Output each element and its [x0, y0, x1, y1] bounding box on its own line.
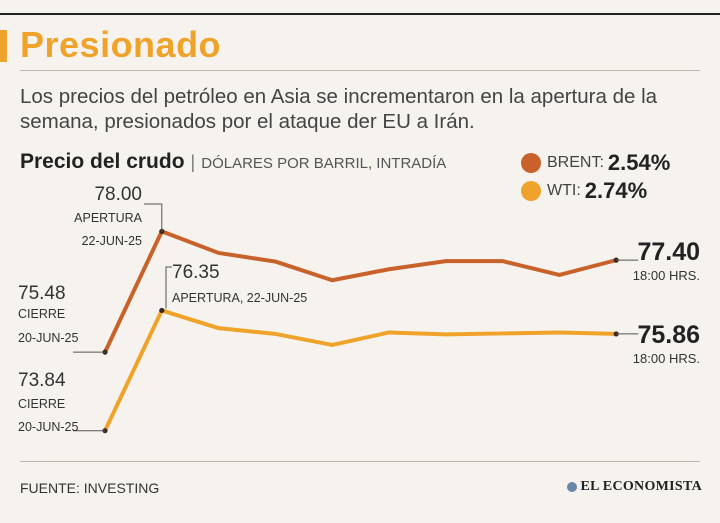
open-note-wti: APERTURA, 22-JUN-25: [172, 291, 307, 305]
footer-divider: [20, 461, 700, 462]
start-value-brent: 75.48: [18, 283, 66, 304]
title-accent-bar: [0, 30, 7, 62]
series-line-wti: [103, 308, 619, 433]
open-value-brent: 78.00: [94, 184, 142, 205]
top-border: [0, 13, 720, 15]
end-time-brent: 18:00 HRS.: [633, 268, 700, 283]
chart-title-units: DÓLARES POR BARRIL, INTRADÍA: [201, 155, 447, 172]
legend-swatch-wti: [521, 181, 541, 201]
start-note-brent: CIERRE: [18, 307, 65, 321]
brand-name: EL ECONOMISTA: [580, 479, 702, 494]
legend-item-brent: BRENT: 2.54%: [521, 149, 670, 177]
open-note-brent: APERTURA: [74, 211, 143, 225]
source-note: FUENTE: INVESTING: [20, 480, 160, 496]
legend-label-brent: BRENT:: [547, 154, 604, 171]
chart-title: Precio del crudo | DÓLARES POR BARRIL, INT…: [20, 150, 446, 174]
page-title: Presionado: [20, 24, 222, 65]
end-time-wti: 18:00 HRS.: [633, 351, 700, 366]
start-value-wti: 73.84: [18, 370, 66, 391]
legend-change-wti: 2.74%: [584, 178, 648, 203]
open-connector-wti: [165, 266, 172, 309]
legend-change-brent: 2.54%: [607, 150, 671, 175]
data-point-wti: [159, 307, 165, 314]
brand-mark-icon: [566, 482, 577, 492]
chart-legend: BRENT: 2.54% WTI: 2.74%: [521, 149, 670, 205]
start-note-wti: 20-JUN-25: [18, 420, 78, 434]
legend-item-wti: WTI: 2.74%: [521, 177, 670, 205]
legend-label-wti: WTI:: [547, 182, 581, 199]
title-divider: [20, 70, 700, 71]
start-note-wti: CIERRE: [18, 397, 65, 411]
open-value-wti: 76.35: [172, 262, 220, 283]
series-line-brent: [103, 229, 619, 355]
open-note-brent: 22-JUN-25: [82, 234, 142, 248]
end-value-brent: 77.40: [637, 238, 700, 266]
end-value-wti: 75.86: [637, 321, 700, 349]
chart-title-main: Precio del crudo: [20, 150, 185, 173]
subtitle: Los precios del petróleo en Asia se incr…: [20, 85, 658, 133]
brand-logo: EL ECONOMISTA: [566, 479, 703, 495]
chart-title-separator: |: [190, 152, 196, 172]
legend-swatch-brent: [521, 153, 541, 173]
open-connector-brent: [144, 203, 163, 232]
start-note-brent: 20-JUN-25: [18, 331, 78, 345]
